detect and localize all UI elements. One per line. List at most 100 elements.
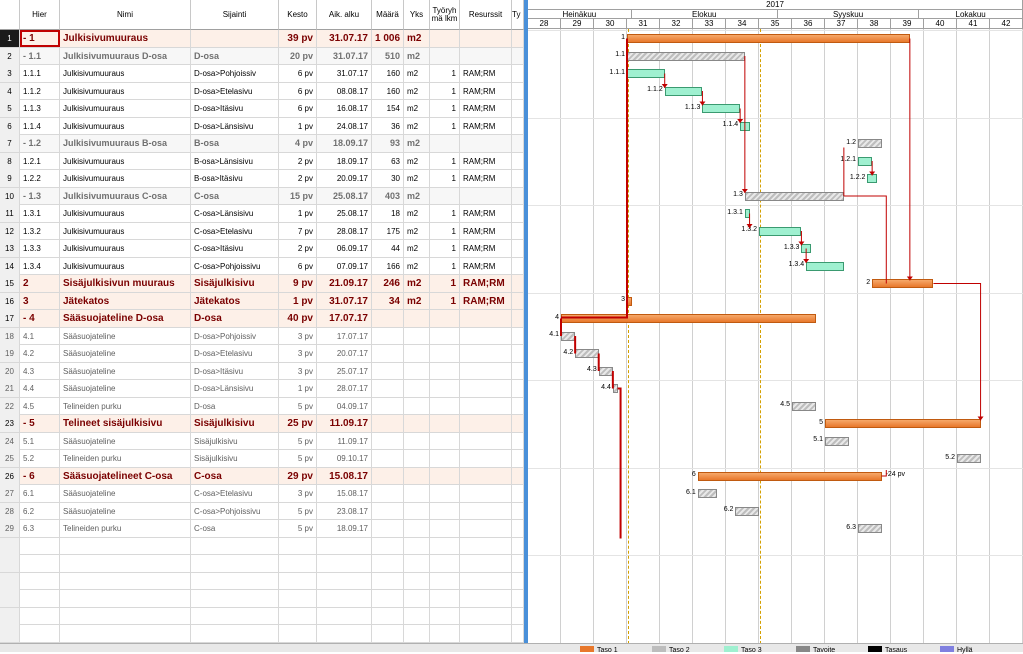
cell-amt[interactable] <box>372 380 404 397</box>
cell-hier[interactable]: - 1.3 <box>20 187 60 205</box>
empty-cell[interactable] <box>0 555 20 572</box>
cell-amt[interactable] <box>372 485 404 502</box>
cell-start[interactable]: 07.09.17 <box>317 257 372 275</box>
empty-row[interactable] <box>0 590 524 608</box>
cell-name[interactable]: Julkisivumuuraus <box>60 82 191 100</box>
cell-type[interactable] <box>512 362 524 380</box>
cell-res[interactable] <box>460 362 512 380</box>
cell-unit[interactable] <box>404 432 430 450</box>
empty-cell[interactable] <box>404 590 430 607</box>
cell-res[interactable] <box>460 397 512 415</box>
cell-unit[interactable] <box>404 345 430 362</box>
cell-n[interactable]: 3 <box>0 65 20 82</box>
empty-cell[interactable] <box>20 572 60 590</box>
cell-dur[interactable]: 1 pv <box>279 205 317 222</box>
cell-type[interactable] <box>512 327 524 345</box>
cell-type[interactable] <box>512 222 524 240</box>
cell-res[interactable] <box>460 520 512 537</box>
empty-cell[interactable] <box>512 625 524 642</box>
cell-amt[interactable]: 160 <box>372 82 404 100</box>
table-row[interactable]: 24 5.1 Sääsuojateline Sisäjulkisivu 5 pv 11.0… <box>0 432 524 450</box>
col-header-start[interactable]: Aik. alku <box>317 0 372 30</box>
col-header-hier[interactable]: Hier <box>20 0 60 30</box>
cell-team[interactable]: 1 <box>430 275 460 292</box>
empty-cell[interactable] <box>191 555 279 572</box>
table-row[interactable]: 10- 1.3 Julkisivumuuraus C-osa C-osa 15 pv 2… <box>0 187 524 205</box>
cell-unit[interactable]: m2 <box>404 170 430 187</box>
cell-n[interactable]: 9 <box>0 170 20 187</box>
cell-dur[interactable]: 1 pv <box>279 292 317 310</box>
empty-cell[interactable] <box>404 572 430 590</box>
cell-hier[interactable]: 1.3.4 <box>20 257 60 275</box>
cell-unit[interactable]: m2 <box>404 117 430 135</box>
cell-start[interactable]: 25.07.17 <box>317 362 372 380</box>
cell-amt[interactable]: 160 <box>372 65 404 82</box>
cell-res[interactable] <box>460 187 512 205</box>
cell-res[interactable]: RAM;RM <box>460 65 512 82</box>
gantt-bar[interactable] <box>735 506 759 516</box>
cell-loc[interactable]: D-osa>Etelasivu <box>191 82 279 100</box>
cell-n[interactable]: 29 <box>0 520 20 537</box>
table-row[interactable]: 27 6.1 Sääsuojateline C-osa>Etelasivu 3 pv 15… <box>0 485 524 503</box>
table-row[interactable]: 2- 1.1 Julkisivumuuraus D-osa D-osa 20 pv 31… <box>0 47 524 65</box>
cell-loc[interactable]: D-osa>Länsisivu <box>191 117 279 135</box>
cell-loc[interactable]: D-osa>Etelasivu <box>191 345 279 362</box>
cell-unit[interactable]: m2 <box>404 100 430 117</box>
cell-team[interactable]: 1 <box>430 170 460 187</box>
gantt-bar[interactable] <box>759 226 802 236</box>
cell-type[interactable] <box>512 47 524 65</box>
cell-type[interactable] <box>512 65 524 82</box>
cell-amt[interactable]: 1 006 <box>372 30 404 47</box>
cell-unit[interactable] <box>404 380 430 397</box>
cell-type[interactable] <box>512 205 524 222</box>
cell-unit[interactable]: m2 <box>404 135 430 152</box>
cell-type[interactable] <box>512 415 524 432</box>
cell-n[interactable]: 19 <box>0 345 20 362</box>
gantt-bar[interactable] <box>825 436 849 446</box>
cell-amt[interactable]: 403 <box>372 187 404 205</box>
cell-n[interactable]: 11 <box>0 205 20 222</box>
empty-cell[interactable] <box>372 607 404 625</box>
gantt-bar[interactable] <box>697 471 882 481</box>
cell-unit[interactable] <box>404 310 430 327</box>
cell-n[interactable]: 16 <box>0 292 20 310</box>
cell-team[interactable] <box>430 450 460 467</box>
cell-loc[interactable]: Sisäjulkisivu <box>191 450 279 467</box>
cell-name[interactable]: Julkisivumuuraus <box>60 30 191 47</box>
cell-hier[interactable]: 5.2 <box>20 450 60 467</box>
cell-team[interactable]: 1 <box>430 240 460 257</box>
cell-name[interactable]: Sääsuojateline <box>60 362 191 380</box>
empty-cell[interactable] <box>0 625 20 642</box>
cell-hier[interactable]: 6.1 <box>20 485 60 502</box>
cell-team[interactable] <box>430 345 460 362</box>
cell-name[interactable]: Telineiden purku <box>60 397 191 415</box>
table-row[interactable]: 19 4.2 Sääsuojateline D-osa>Etelasivu 3 pv 20… <box>0 345 524 363</box>
cell-team[interactable]: 1 <box>430 82 460 100</box>
cell-team[interactable] <box>430 30 460 47</box>
table-row[interactable]: 26- 6 Sääsuojatelineet C-osa C-osa 29 pv 15.… <box>0 467 524 485</box>
table-row[interactable]: 18 4.1 Sääsuojateline D-osa>Pohjoissiv 3 pv 1… <box>0 327 524 345</box>
cell-amt[interactable]: 63 <box>372 152 404 170</box>
cell-loc[interactable]: Sisäjulkisivu <box>191 415 279 432</box>
cell-dur[interactable]: 25 pv <box>279 415 317 432</box>
cell-dur[interactable]: 4 pv <box>279 135 317 152</box>
cell-amt[interactable]: 175 <box>372 222 404 240</box>
cell-unit[interactable]: m2 <box>404 257 430 275</box>
cell-team[interactable] <box>430 47 460 65</box>
cell-res[interactable] <box>460 485 512 502</box>
col-header-location[interactable]: Sijainti <box>191 0 279 30</box>
table-row[interactable]: 21 4.4 Sääsuojateline D-osa>Länsisivu 1 pv 28… <box>0 380 524 398</box>
cell-name[interactable]: Telineet sisäjulkisivu <box>60 415 191 432</box>
table-row[interactable]: 8 1.2.1 Julkisivumuuraus B-osa>Länsisivu 2 p… <box>0 152 524 170</box>
empty-cell[interactable] <box>20 607 60 625</box>
col-header-name[interactable]: Nimi <box>60 0 191 30</box>
cell-type[interactable] <box>512 152 524 170</box>
cell-n[interactable]: 6 <box>0 117 20 135</box>
col-header-type[interactable]: Ty <box>512 0 524 30</box>
cell-type[interactable] <box>512 310 524 327</box>
cell-start[interactable]: 04.09.17 <box>317 397 372 415</box>
cell-type[interactable] <box>512 467 524 485</box>
cell-unit[interactable]: m2 <box>404 65 430 82</box>
empty-cell[interactable] <box>279 537 317 555</box>
empty-cell[interactable] <box>60 572 191 590</box>
